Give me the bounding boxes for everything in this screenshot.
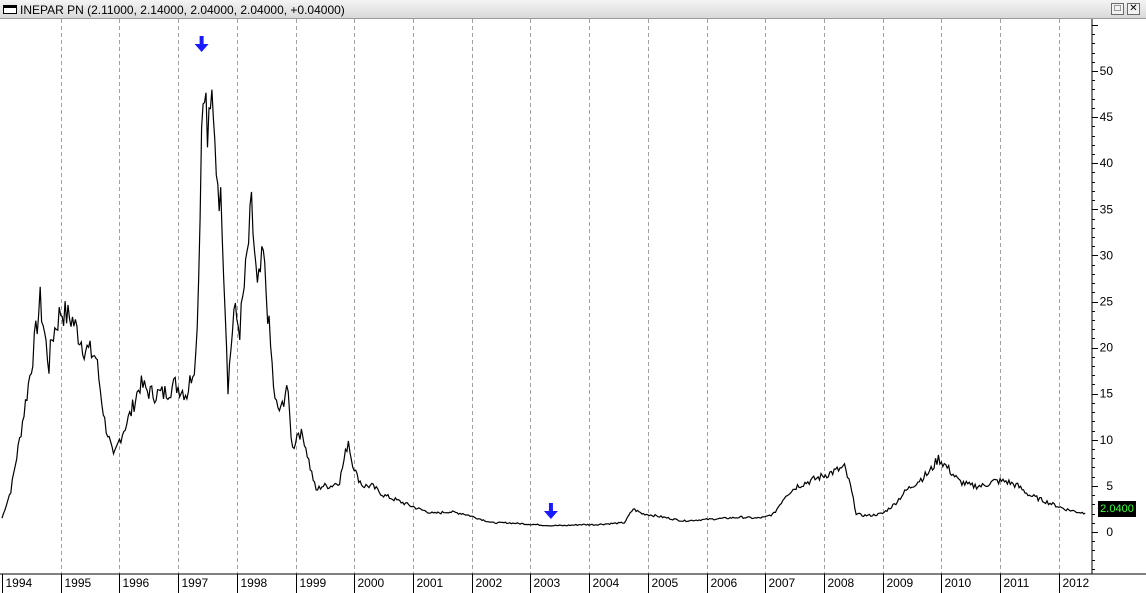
down-arrow-icon <box>543 503 558 519</box>
price-line <box>1 89 1086 527</box>
x-tick-label: 2011 <box>1004 576 1030 590</box>
x-tick-label: 2002 <box>476 576 503 590</box>
y-tick-label: 50 <box>1100 64 1114 78</box>
y-tick-label: 40 <box>1100 156 1114 170</box>
y-tick-label: 35 <box>1100 202 1114 216</box>
restore-button[interactable]: □ <box>1111 3 1124 15</box>
annotations <box>194 36 558 519</box>
y-axis-ticks: 0 5 10 15 20 25 30 35 40 45 50 <box>1092 25 1114 570</box>
y-tick-label: 30 <box>1100 248 1114 262</box>
y-tick-label: 10 <box>1100 433 1114 447</box>
y-tick-label: 45 <box>1100 110 1114 124</box>
x-tick-label: 1996 <box>123 576 150 590</box>
x-tick-label: 2009 <box>887 576 914 590</box>
window-icon[interactable] <box>3 5 17 14</box>
x-tick-label: 1998 <box>241 576 268 590</box>
x-tick-label: 2008 <box>828 576 855 590</box>
x-tick-label: 2000 <box>358 576 385 590</box>
x-tick-label: 2003 <box>534 576 561 590</box>
x-tick-label: 1997 <box>182 576 209 590</box>
down-arrow-icon <box>194 36 209 52</box>
y-tick-label: 25 <box>1100 295 1114 309</box>
x-tick-label: 1995 <box>65 576 92 590</box>
x-tick-label: 2005 <box>652 576 679 590</box>
x-tick-label: 2007 <box>769 576 796 590</box>
close-button[interactable]: ✕ <box>1127 3 1140 15</box>
x-tick-label: 1994 <box>6 576 33 590</box>
y-tick-label: 0 <box>1106 525 1113 539</box>
title-bar: INEPAR PN (2.11000, 2.14000, 2.04000, 2.… <box>0 0 1146 19</box>
year-grid <box>61 19 1060 574</box>
x-axis-ticks: 1994 1995 1996 1997 1998 1999 2000 2001 2002 2003… <box>2 574 1090 593</box>
x-tick-label: 2004 <box>593 576 620 590</box>
y-tick-label: 5 <box>1106 479 1113 493</box>
y-tick-label: 20 <box>1100 341 1114 355</box>
window-title: INEPAR PN (2.11000, 2.14000, 2.04000, 2.… <box>20 3 345 17</box>
x-tick-label: 2010 <box>945 576 972 590</box>
price-chart: 1994 1995 1996 1997 1998 1999 2000 2001 2002 2003… <box>0 19 1146 593</box>
x-tick-label: 1999 <box>300 576 327 590</box>
x-tick-label: 2006 <box>711 576 738 590</box>
last-price-badge: 2.0400 <box>1098 501 1136 517</box>
x-tick-label: 2012 <box>1063 576 1090 590</box>
x-tick-label: 2001 <box>417 576 444 590</box>
y-tick-label: 15 <box>1100 387 1114 401</box>
